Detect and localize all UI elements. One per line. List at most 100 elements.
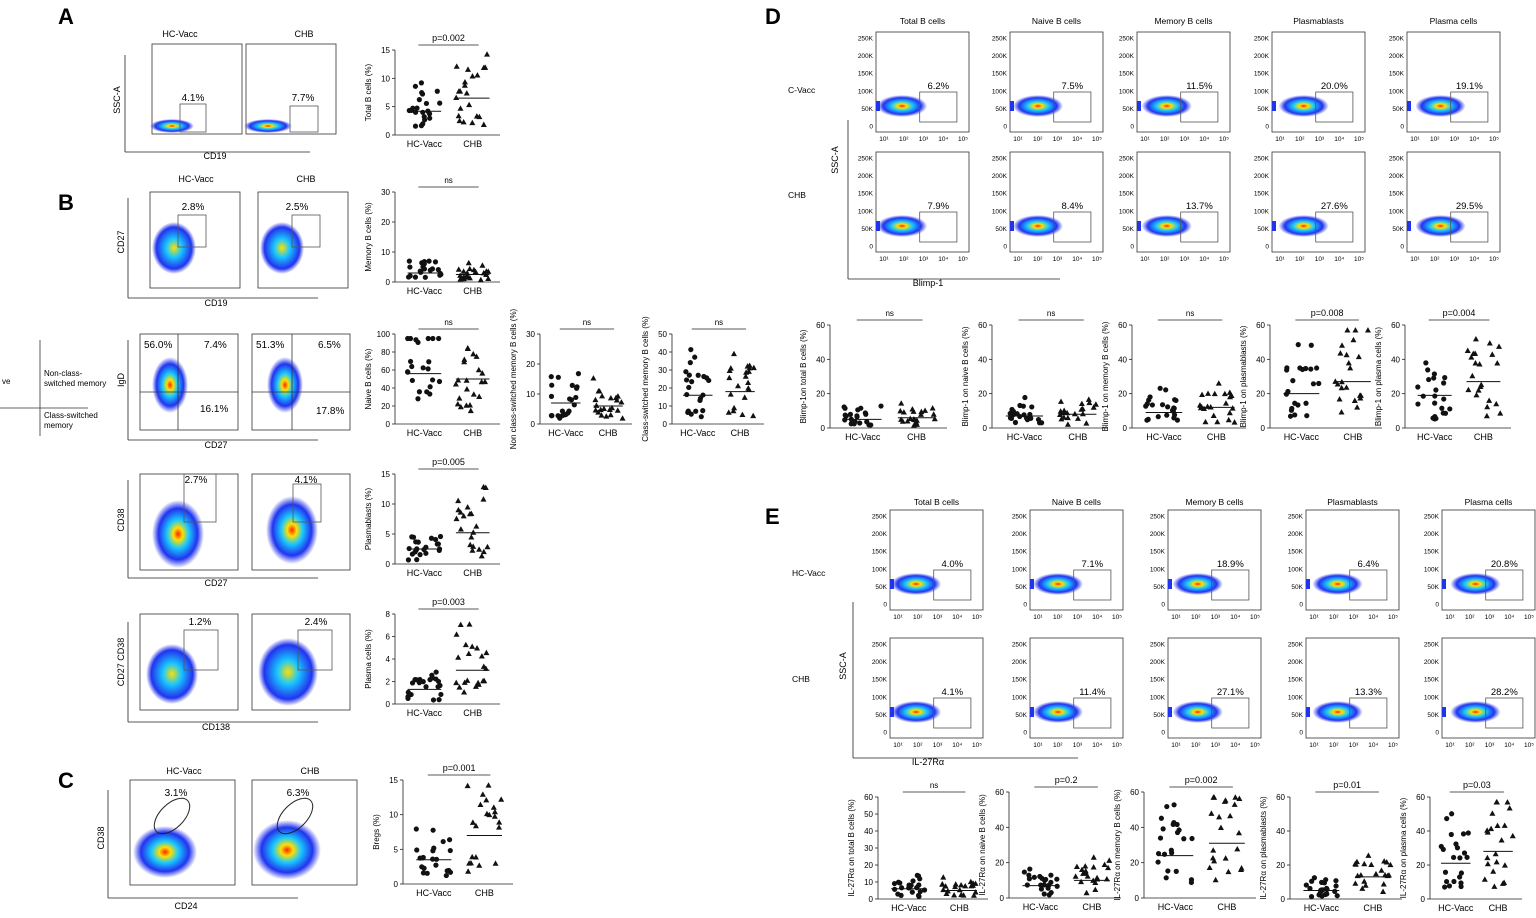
b1-y-axis-label: CD27 [116, 230, 126, 253]
data-point-triangle [457, 105, 464, 111]
data-point-triangle [464, 504, 471, 510]
edge-events [890, 707, 894, 717]
ssc-tick-label: 0 [1161, 602, 1165, 609]
data-point-triangle [475, 366, 482, 373]
data-point-triangle [593, 402, 600, 408]
data-point-circle [1309, 878, 1315, 884]
data-point-triangle [1494, 822, 1501, 828]
data-point-circle [1021, 412, 1027, 418]
gate-box [1053, 211, 1092, 243]
ssc-tick-label: 250K [872, 642, 888, 649]
ssc-tick-label: 150K [1288, 677, 1304, 684]
y-tick-label: 20 [1118, 390, 1127, 399]
a-facs-title-1: HC-Vacc [162, 29, 198, 39]
data-point-circle [1440, 410, 1446, 416]
data-point-circle [428, 535, 435, 541]
ssc-tick-label: 200K [1389, 173, 1405, 180]
data-point-circle [548, 374, 554, 380]
data-point-circle [1165, 404, 1171, 410]
data-point-circle [568, 397, 575, 403]
data-point-triangle [898, 400, 905, 406]
data-point-circle [571, 402, 577, 408]
data-point-triangle [1208, 810, 1215, 816]
data-point-triangle [614, 393, 621, 399]
data-point-triangle [1338, 409, 1345, 415]
edge-events [1168, 707, 1172, 717]
data-point-circle [433, 862, 439, 868]
data-point-triangle [1072, 873, 1079, 879]
y-axis-label: Blimp-1on total B cells (%) [799, 329, 808, 423]
density-blob [1012, 95, 1064, 117]
y-axis-label: Memory B cells (%) [364, 202, 373, 272]
p-value-label: ns [444, 176, 452, 185]
data-point-triangle [1498, 837, 1505, 843]
data-point-circle [563, 411, 569, 417]
data-point-circle [697, 395, 704, 402]
ssc-tick-label: 200K [1288, 531, 1304, 538]
y-tick-label: 40 [978, 355, 987, 364]
flow-plot-frame [1136, 31, 1231, 133]
data-point-triangle [750, 412, 757, 419]
group-label: HC-Vacc [407, 428, 443, 438]
data-point-triangle [455, 266, 462, 272]
density-blob [876, 95, 928, 117]
data-point-circle [686, 384, 692, 391]
data-point-circle [1310, 381, 1317, 387]
log-tick-label: 10⁵ [1112, 742, 1122, 749]
data-point-circle [1308, 342, 1314, 348]
data-point-triangle [1351, 397, 1358, 403]
p-value-label: p=0.002 [1185, 775, 1218, 785]
y-tick-label: 20 [658, 384, 667, 393]
c-x-axis-label: CD24 [174, 901, 197, 911]
data-point-triangle [1476, 361, 1483, 367]
data-point-triangle [940, 874, 947, 880]
data-point-triangle [479, 370, 486, 376]
group-label: CHB [731, 428, 750, 438]
c-density-1 [133, 826, 197, 878]
ssc-tick-label: 50K [1427, 712, 1439, 719]
data-point-circle [683, 377, 690, 383]
data-point-triangle [607, 394, 614, 401]
y-axis-label: Blimp-1 on naive B cells (%) [961, 326, 970, 426]
data-point-triangle [1215, 380, 1222, 386]
data-point-triangle [455, 506, 462, 513]
data-point-circle [1308, 366, 1314, 372]
log-tick-label: 10² [1295, 136, 1305, 143]
data-point-triangle [911, 416, 918, 423]
data-point-triangle [1468, 354, 1475, 360]
edge-events [1137, 101, 1141, 111]
data-point-triangle [453, 515, 460, 522]
data-point-circle [1447, 406, 1453, 412]
b2-q4-value-1: 16.1% [200, 404, 228, 415]
data-point-triangle [970, 892, 977, 898]
ssc-tick-label: 50K [1427, 584, 1439, 591]
ssc-tick-label: 250K [1254, 156, 1270, 163]
data-point-circle [1432, 393, 1438, 399]
log-tick-label: 10¹ [1013, 256, 1023, 263]
y-tick-label: 5 [394, 845, 399, 854]
data-point-triangle [1383, 859, 1390, 865]
log-tick-label: 10¹ [1171, 614, 1181, 621]
data-point-triangle [951, 892, 958, 898]
ssc-tick-label: 200K [1012, 531, 1028, 538]
data-point-triangle [1484, 829, 1491, 835]
data-point-triangle [457, 621, 464, 627]
data-point-triangle [1231, 801, 1238, 807]
data-point-circle [1037, 873, 1043, 880]
log-tick-label: 10³ [1211, 614, 1221, 621]
log-tick-label: 10⁴ [1368, 742, 1378, 749]
b3-gate-value-2: 4.1% [295, 475, 318, 486]
ssc-tick-label: 50K [861, 106, 873, 113]
panel-a-flow: HC-Vacc CHB 4.1% 7.7% SSC-A CD19 [112, 29, 337, 161]
data-point-circle [1290, 378, 1296, 384]
data-point-triangle [1083, 420, 1090, 426]
scatter-e-plasma: 0 20 40 60 IL-27Rα on plasma cells (%) p=0.03… [1399, 780, 1522, 913]
ssc-tick-label: 200K [1119, 53, 1135, 60]
y-tick-label: 60 [978, 321, 987, 330]
panel-b-plasma-flow: 1.2% 2.4% CD27 CD38 CD138 [116, 613, 351, 732]
data-point-circle [692, 354, 698, 360]
data-point-triangle [1227, 393, 1234, 400]
ssc-tick-label: 150K [1389, 191, 1405, 198]
ssc-tick-label: 150K [872, 677, 888, 684]
scatter-e-total: 0 10 20 30 40 50 60 IL-27Rα on total B cells (%… [847, 781, 988, 913]
